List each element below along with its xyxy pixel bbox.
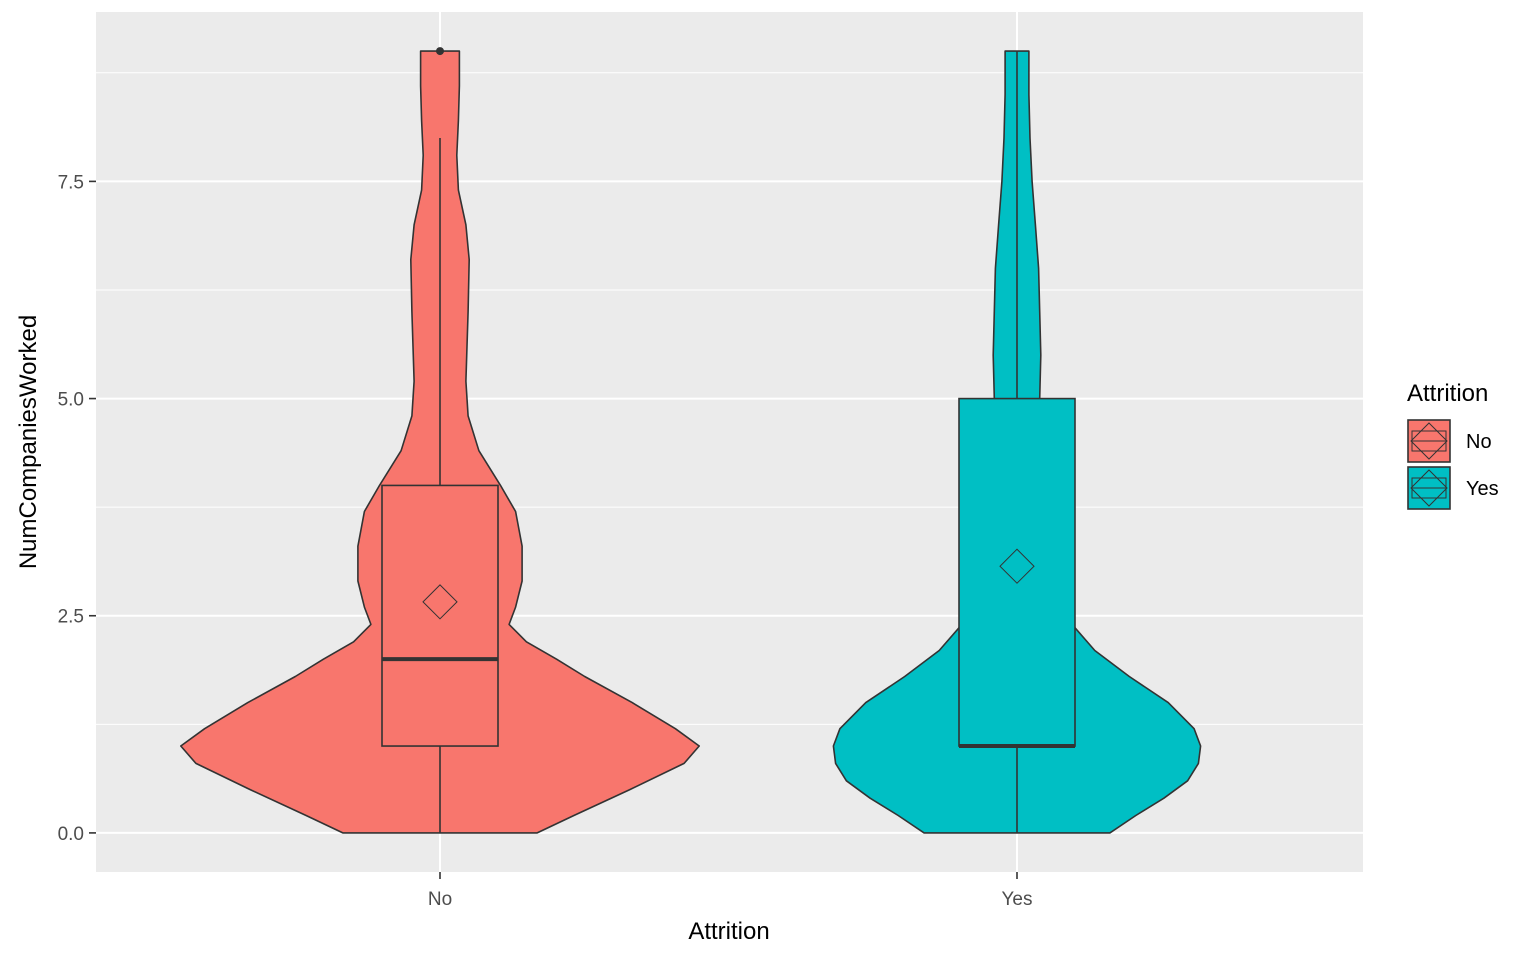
boxplots <box>381 47 1076 833</box>
outlier-point-no <box>436 47 444 56</box>
legend-label-yes: Yes <box>1466 478 1499 500</box>
box-no <box>381 484 499 747</box>
y-axis: 0.0 2.5 5.0 7.5 <box>58 172 96 845</box>
legend-key-yes: Yes <box>1407 466 1499 510</box>
y-tick-label: 2.5 <box>58 607 84 628</box>
x-axis-title: Attrition <box>688 918 769 945</box>
x-tick-label: Yes <box>1002 889 1033 910</box>
legend-key-no: No <box>1407 419 1492 463</box>
box-yes <box>958 397 1076 747</box>
y-tick-label: 0.0 <box>58 824 84 845</box>
mean-marker-no <box>422 584 458 620</box>
legend-diamond-glyph <box>1410 422 1448 460</box>
legend-title: Attrition <box>1407 380 1488 407</box>
x-axis: No Yes <box>428 872 1033 910</box>
legend-keys: No Yes <box>1407 419 1499 510</box>
legend-label-no: No <box>1466 431 1492 453</box>
y-axis-title: NumCompaniesWorked <box>15 315 42 569</box>
legend-diamond-glyph <box>1410 469 1448 507</box>
legend: Attrition No Yes <box>1407 380 1499 510</box>
mean-marker-yes <box>999 548 1035 584</box>
x-tick-label: No <box>428 889 452 910</box>
y-tick-label: 7.5 <box>58 172 84 193</box>
y-tick-label: 5.0 <box>58 390 84 411</box>
